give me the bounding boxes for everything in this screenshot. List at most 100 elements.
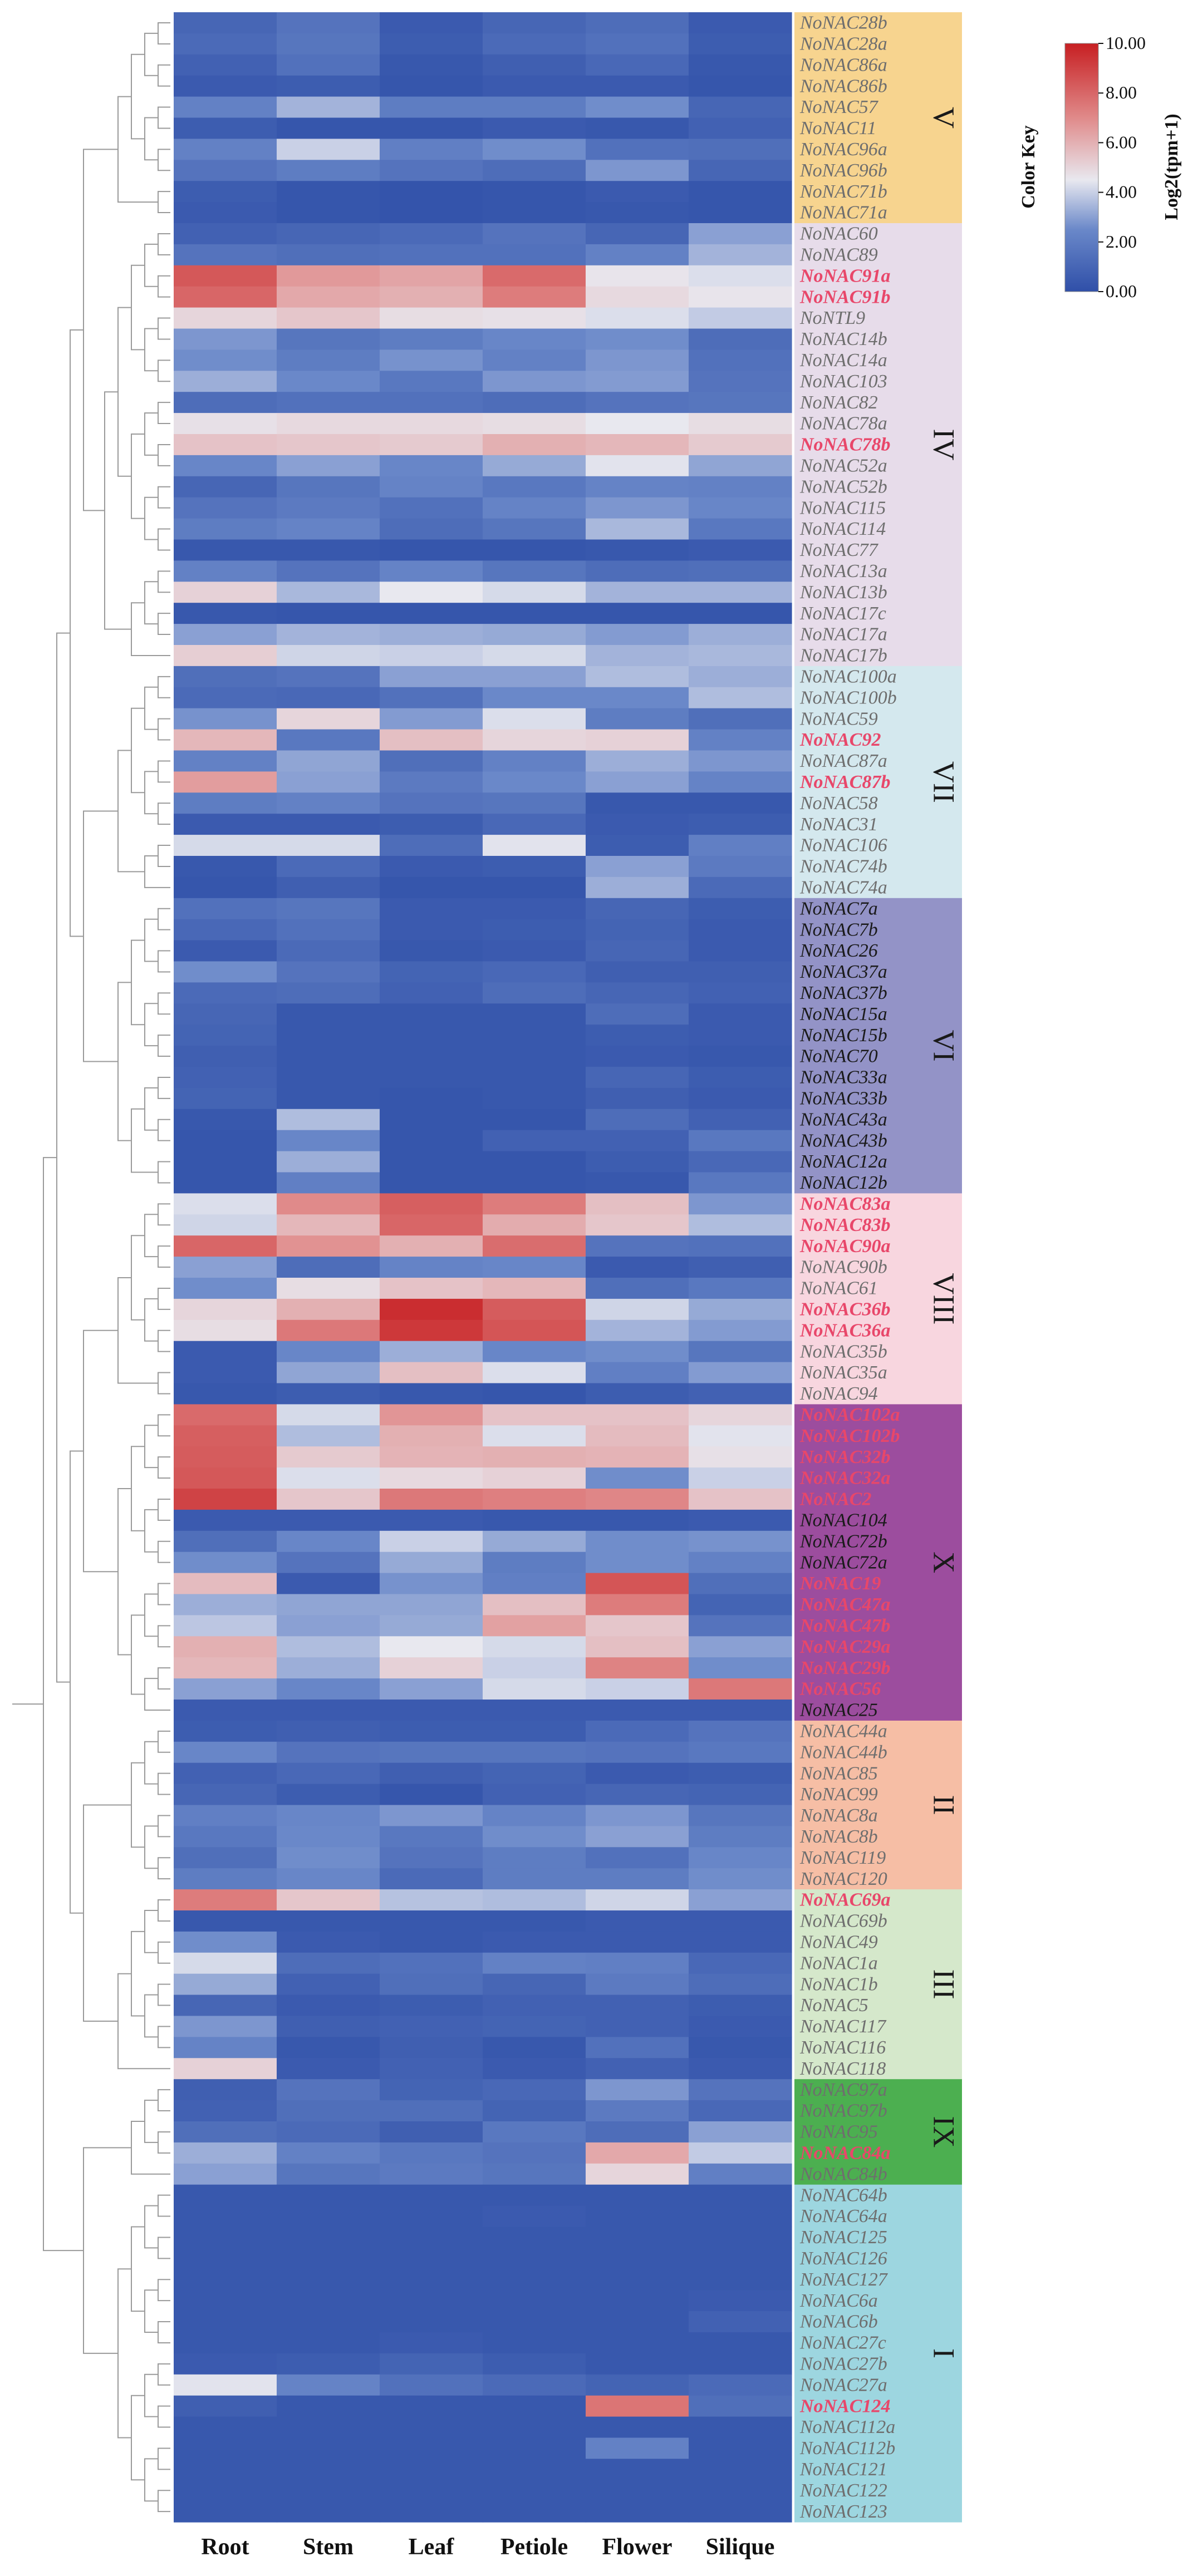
group-band-I — [794, 2184, 962, 2523]
heat-cell — [174, 582, 277, 603]
heat-cell — [174, 1910, 277, 1932]
color-key-tick-label: 6.00 — [1106, 132, 1137, 152]
gene-label: NoNAC82 — [799, 392, 878, 413]
heat-cell — [483, 1341, 586, 1363]
heat-cell — [174, 2311, 277, 2333]
heat-cell — [483, 1383, 586, 1405]
heat-cell — [689, 96, 792, 119]
heat-cell — [689, 2353, 792, 2375]
gene-label: NoNAC36b — [799, 1299, 890, 1319]
heat-cell — [586, 223, 689, 245]
heat-cell — [586, 2121, 689, 2143]
heat-cell — [174, 1467, 277, 1489]
dendrogram-branch — [144, 1741, 158, 1785]
heat-cell — [689, 2058, 792, 2080]
dendrogram-branch — [158, 1203, 170, 1226]
heat-cell — [483, 876, 586, 899]
heat-cell — [483, 1193, 586, 1215]
heat-cell — [483, 497, 586, 519]
heat-cell — [277, 1700, 380, 1721]
heat-cell — [174, 1193, 277, 1215]
heat-cell — [689, 2290, 792, 2312]
heat-cell — [277, 835, 380, 856]
heat-cell — [483, 1931, 586, 1953]
color-key-legend: Color Key Log2(tpm+1) 0.00 2.00 4.00 6.00 8.… — [1018, 33, 1182, 301]
heat-cell — [483, 560, 586, 582]
dendrogram-branch — [158, 760, 170, 783]
heat-cell — [483, 2016, 586, 2037]
heat-cell — [586, 392, 689, 413]
heat-cell — [689, 117, 792, 139]
heat-cell — [174, 898, 277, 920]
gene-label: NoNAC86b — [799, 76, 887, 96]
heat-cell — [277, 1910, 380, 1932]
heat-cell — [483, 1994, 586, 2017]
heat-cell — [174, 2079, 277, 2101]
dendrogram-branch — [131, 2395, 145, 2481]
gene-label: NoNAC72b — [799, 1531, 887, 1551]
heat-cell — [483, 307, 586, 329]
heat-cell — [174, 1762, 277, 1785]
heat-cell — [483, 1657, 586, 1679]
heat-cell — [174, 2163, 277, 2185]
heat-cell — [277, 181, 380, 203]
heat-cell — [483, 2395, 586, 2417]
gene-label: NoNAC56 — [799, 1679, 881, 1700]
heat-cell — [174, 982, 277, 1004]
dendrogram-branch — [131, 1930, 145, 2017]
dendrogram-branch — [158, 1625, 170, 1648]
heat-cell — [277, 202, 380, 224]
dendrogram-branch — [70, 1450, 84, 1914]
dendrogram-branch — [158, 845, 170, 867]
heat-cell — [586, 1784, 689, 1806]
heat-cell — [380, 1298, 483, 1321]
heat-cell — [174, 1973, 277, 1996]
heat-cell — [277, 392, 380, 413]
heat-cell — [689, 560, 792, 582]
gene-label: NoNAC52a — [799, 455, 887, 476]
heat-cell — [483, 1700, 586, 1721]
heat-cell — [380, 856, 483, 878]
heat-cell — [483, 729, 586, 751]
gene-label: NoNAC77 — [799, 540, 879, 560]
heat-cell — [586, 1636, 689, 1658]
heat-cell — [277, 2016, 380, 2037]
gene-label: NoNAC11 — [799, 118, 876, 139]
heat-cell — [689, 349, 792, 371]
heat-cell — [689, 940, 792, 962]
column-label: Leaf — [409, 2534, 455, 2560]
heat-cell — [277, 708, 380, 730]
heat-cell — [586, 349, 689, 371]
heat-cell — [586, 1025, 689, 1046]
heat-cell — [380, 645, 483, 667]
heat-cell — [586, 1931, 689, 1953]
heat-cell — [586, 265, 689, 287]
heat-cell — [586, 1973, 689, 1996]
gene-label: NoNAC32b — [799, 1447, 890, 1467]
heat-cell — [689, 666, 792, 688]
heat-cell — [380, 687, 483, 709]
heat-cell — [277, 2079, 380, 2101]
heat-cell — [586, 2501, 689, 2523]
heat-cell — [380, 2416, 483, 2439]
dendrogram-branch — [131, 602, 170, 656]
heat-cell — [380, 1720, 483, 1742]
heat-cell — [380, 961, 483, 983]
heat-cell — [380, 982, 483, 1004]
heat-cell — [586, 2290, 689, 2312]
heat-cell — [277, 2480, 380, 2501]
gene-label: NoNAC8b — [799, 1826, 878, 1847]
heat-cell — [380, 1278, 483, 1299]
gene-label: NoNAC100b — [799, 687, 897, 708]
gene-label: NoNAC61 — [799, 1278, 878, 1299]
dendrogram-branch — [158, 2405, 170, 2428]
heat-cell — [483, 1151, 586, 1173]
heat-cell — [174, 1383, 277, 1405]
heat-cell — [689, 181, 792, 203]
heat-cell — [586, 1868, 689, 1890]
heat-cell — [689, 2437, 792, 2459]
heat-cell — [483, 2416, 586, 2439]
heat-cell — [174, 1994, 277, 2017]
heat-cell — [174, 1257, 277, 1278]
heat-cell — [277, 1257, 380, 1278]
